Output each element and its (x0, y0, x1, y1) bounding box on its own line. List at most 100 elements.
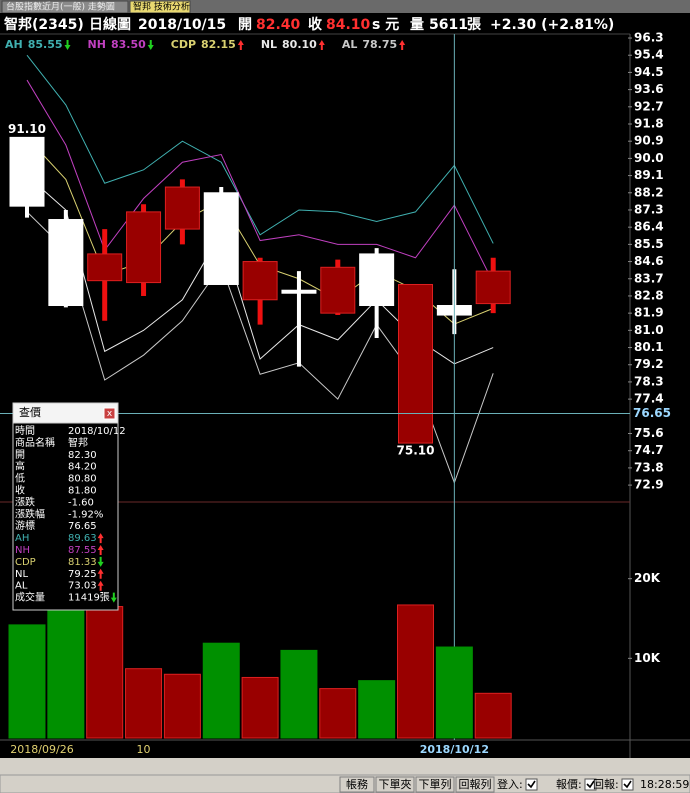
y-tick-label: 87.3 (634, 202, 664, 216)
tooltip-titlebar (12, 402, 119, 424)
legend-value: 78.75 (362, 38, 397, 51)
candle-body (9, 136, 45, 207)
tooltip-label: 商品名稱 (15, 436, 55, 449)
status-button-label: 下單夾 (379, 778, 412, 791)
status-button-label: 下單列 (419, 777, 452, 791)
close-value: 84.10 (326, 17, 371, 33)
y-tick-label: 82.8 (634, 288, 664, 302)
status-checkbox[interactable] (584, 778, 597, 791)
y-tick-label: 91.8 (634, 117, 664, 131)
y-tick-label: 83.7 (634, 271, 664, 285)
tooltip-value: 73.03 (68, 581, 97, 592)
y-tick-label: 93.6 (634, 82, 664, 96)
tooltip-label: 開 (15, 449, 25, 461)
stock-name: 智邦(2345) (3, 16, 84, 33)
candle-body (359, 253, 395, 307)
tooltip-label: 低 (15, 472, 25, 485)
tooltip-label: AH (15, 533, 29, 544)
legend-value: 80.10 (282, 38, 317, 51)
tooltip-value: 80.80 (68, 474, 97, 485)
y-tick-label: 88.2 (634, 185, 664, 199)
candle-body (126, 211, 162, 284)
tooltip-label: 高 (15, 460, 25, 473)
trend-arrow (97, 580, 104, 591)
volume-value: 5611 (429, 17, 468, 33)
volume-bar (202, 642, 240, 739)
trend-arrow (147, 40, 154, 50)
candle-body (281, 289, 317, 294)
check-mark (527, 780, 536, 789)
status-time: 18:28:59 (640, 778, 689, 791)
y-tick-label: 78.3 (634, 374, 664, 388)
volume-bar (47, 610, 85, 739)
close-label: 收 (308, 16, 323, 33)
candle-body (203, 192, 239, 285)
volume-unit: 張 (467, 17, 482, 33)
x-tick-label: 2018/09/26 (10, 743, 73, 756)
status-button-label: 帳務 (346, 777, 368, 791)
legend-name: AL (342, 38, 358, 51)
tab-label: 台股指數近月(一般) 走勢圖 (6, 1, 115, 13)
trend-arrow (97, 568, 104, 579)
tooltip-label: NH (15, 545, 30, 556)
volume-bar (241, 676, 279, 739)
tooltip-value: 11419張 (68, 592, 110, 604)
status-button[interactable] (415, 776, 455, 793)
candle-body (242, 261, 278, 301)
y-tick-label: 73.8 (634, 460, 664, 474)
trend-arrow (97, 545, 104, 555)
x-tick-label: 10 (137, 743, 151, 756)
tab-label: 智邦 技術分析 (133, 1, 190, 13)
y-tick-label: 80.1 (634, 340, 664, 354)
open-label: 開 (238, 17, 252, 33)
y-tick-label: 75.6 (634, 426, 664, 440)
status-button[interactable] (339, 776, 375, 793)
tooltip-label: 成交量 (15, 591, 45, 604)
legend-value: 83.50 (111, 38, 146, 51)
legend-value: 82.15 (201, 38, 236, 51)
extreme-label: 91.10 (8, 122, 46, 136)
tooltip-value: -1.92% (68, 509, 103, 520)
tooltip-value: 2018/10/12 (68, 426, 126, 437)
y-tick-label: 81.9 (634, 306, 664, 320)
tooltip-value: 84.20 (68, 462, 97, 473)
candle-body (475, 270, 511, 305)
volume-bar (474, 692, 512, 739)
tooltip-label: CDP (15, 557, 36, 568)
status-checkbox[interactable] (525, 778, 538, 791)
check-mark (623, 780, 632, 789)
candle-body (320, 266, 356, 314)
legend-name: NH (88, 38, 106, 51)
y-tick-label: 92.7 (634, 99, 664, 113)
tooltip-value: 87.55 (68, 545, 97, 556)
tooltip-value: 76.65 (68, 521, 97, 532)
tooltip-label: 漲跌 (15, 495, 35, 508)
trend-arrow (399, 40, 406, 50)
trend-arrow (318, 40, 325, 50)
y-tick-label: 90.9 (634, 134, 664, 148)
trend-arrow (237, 40, 244, 50)
y-tick-label: 90.0 (634, 151, 664, 165)
tooltip-close-label: x (107, 409, 113, 419)
trend-arrow (97, 556, 104, 567)
y-tick-label: 10K (634, 651, 661, 665)
tooltip-value: 89.63 (68, 533, 97, 544)
status-button[interactable] (455, 776, 495, 793)
tooltip-label: 漲跌幅 (15, 507, 45, 520)
unit: s 元 (372, 17, 399, 33)
period: 日線圖 (89, 16, 131, 33)
tooltip-value: 智邦 (68, 436, 88, 449)
status-button[interactable] (375, 776, 415, 793)
tooltip-label: 時間 (15, 425, 35, 437)
candle-body (87, 253, 123, 282)
y-tick-label: 94.5 (634, 65, 664, 79)
y-tick-label: 96.3 (634, 31, 664, 45)
crosshair-label: 76.65 (633, 406, 671, 420)
tooltip-close[interactable] (103, 407, 116, 420)
y-tick-label: 95.4 (634, 48, 664, 62)
tooltip-label: NL (15, 569, 28, 580)
y-tick-label: 79.2 (634, 357, 664, 371)
status-checkbox[interactable] (621, 778, 634, 791)
y-tick-label: 86.4 (634, 220, 664, 234)
